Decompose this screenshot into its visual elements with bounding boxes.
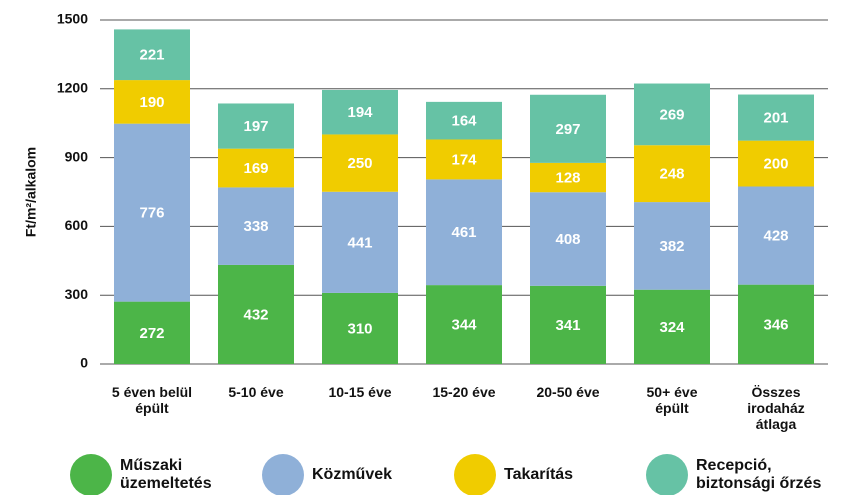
data-label: 248 — [659, 166, 684, 183]
data-label: 324 — [659, 319, 685, 336]
data-label: 197 — [243, 118, 268, 135]
bar-segment — [426, 101, 502, 140]
data-label: 272 — [139, 325, 164, 342]
data-label: 174 — [451, 151, 477, 168]
x-tick-label: 10-15 éve — [328, 384, 392, 400]
bar-segment — [114, 123, 190, 302]
data-label: 190 — [139, 94, 164, 111]
bar-segment — [218, 187, 294, 265]
data-label: 250 — [347, 155, 372, 172]
bar-segment — [218, 103, 294, 149]
bar-segment — [218, 148, 294, 188]
legend-label: Műszaki üzemeltetés — [120, 457, 212, 492]
bar-segment — [530, 162, 606, 193]
bar-segment — [634, 289, 710, 364]
data-label: 428 — [763, 228, 788, 245]
legend-label: Recepció, biztonsági őrzés — [696, 457, 822, 492]
legend-label: Közművek — [312, 466, 393, 483]
data-label: 128 — [555, 170, 580, 187]
bar-segment — [322, 134, 398, 192]
data-label: 338 — [243, 218, 268, 235]
data-label: 221 — [139, 47, 164, 64]
data-label: 297 — [555, 121, 580, 138]
bar-segment — [322, 191, 398, 293]
x-tick-label: 5-10 éve — [228, 384, 284, 400]
x-tick-label: 50+ éve épült — [646, 384, 698, 416]
bar-segment — [634, 202, 710, 290]
y-tick-label: 1500 — [57, 11, 88, 27]
data-label: 201 — [763, 110, 788, 127]
bar-segment — [114, 301, 190, 364]
bar-segment — [114, 80, 190, 124]
legend-swatch — [454, 454, 496, 495]
bar-segment — [426, 179, 502, 286]
x-tick-label: 20-50 éve — [536, 384, 600, 400]
y-axis-label: Ft/m²/alkalom — [23, 147, 39, 237]
bar-segment — [322, 89, 398, 135]
data-label: 164 — [451, 113, 477, 130]
data-label: 441 — [347, 234, 372, 251]
bar-segment — [738, 284, 814, 364]
bar-segment — [530, 94, 606, 163]
legend-swatch — [646, 454, 688, 495]
bar-segment — [426, 285, 502, 364]
bar-segment — [634, 145, 710, 203]
data-label: 382 — [659, 238, 684, 255]
y-tick-label: 900 — [65, 148, 89, 164]
data-label: 776 — [139, 205, 164, 222]
y-tick-label: 300 — [65, 286, 89, 302]
bar-segment — [218, 264, 294, 364]
data-label: 200 — [763, 156, 788, 173]
bar-segment — [426, 139, 502, 180]
data-label: 344 — [451, 317, 477, 334]
data-label: 341 — [555, 317, 580, 334]
data-label: 408 — [555, 231, 580, 248]
legend-swatch — [70, 454, 112, 495]
x-tick-label: 15-20 éve — [432, 384, 496, 400]
data-label: 310 — [347, 320, 372, 337]
y-tick-label: 0 — [80, 355, 88, 371]
data-label: 346 — [763, 316, 788, 333]
data-label: 169 — [243, 160, 268, 177]
bar-segment — [738, 186, 814, 285]
bar-segment — [634, 83, 710, 146]
y-tick-label: 600 — [65, 217, 89, 233]
data-label: 432 — [243, 306, 268, 323]
data-label: 461 — [451, 224, 476, 241]
x-tick-label: 5 éven belül épült — [111, 384, 193, 416]
data-label: 194 — [347, 104, 373, 121]
bar-segment — [738, 140, 814, 187]
legend-label: Takarítás — [504, 466, 574, 483]
data-label: 269 — [659, 106, 684, 123]
bar-segment — [322, 292, 398, 364]
y-tick-label: 1200 — [57, 80, 88, 96]
legend-swatch — [262, 454, 304, 495]
bar-segment — [530, 192, 606, 286]
bar-segment — [738, 94, 814, 141]
x-tick-label: Összes irodaház átlaga — [747, 384, 805, 432]
bar-segment — [114, 29, 190, 81]
bar-segment — [530, 285, 606, 364]
